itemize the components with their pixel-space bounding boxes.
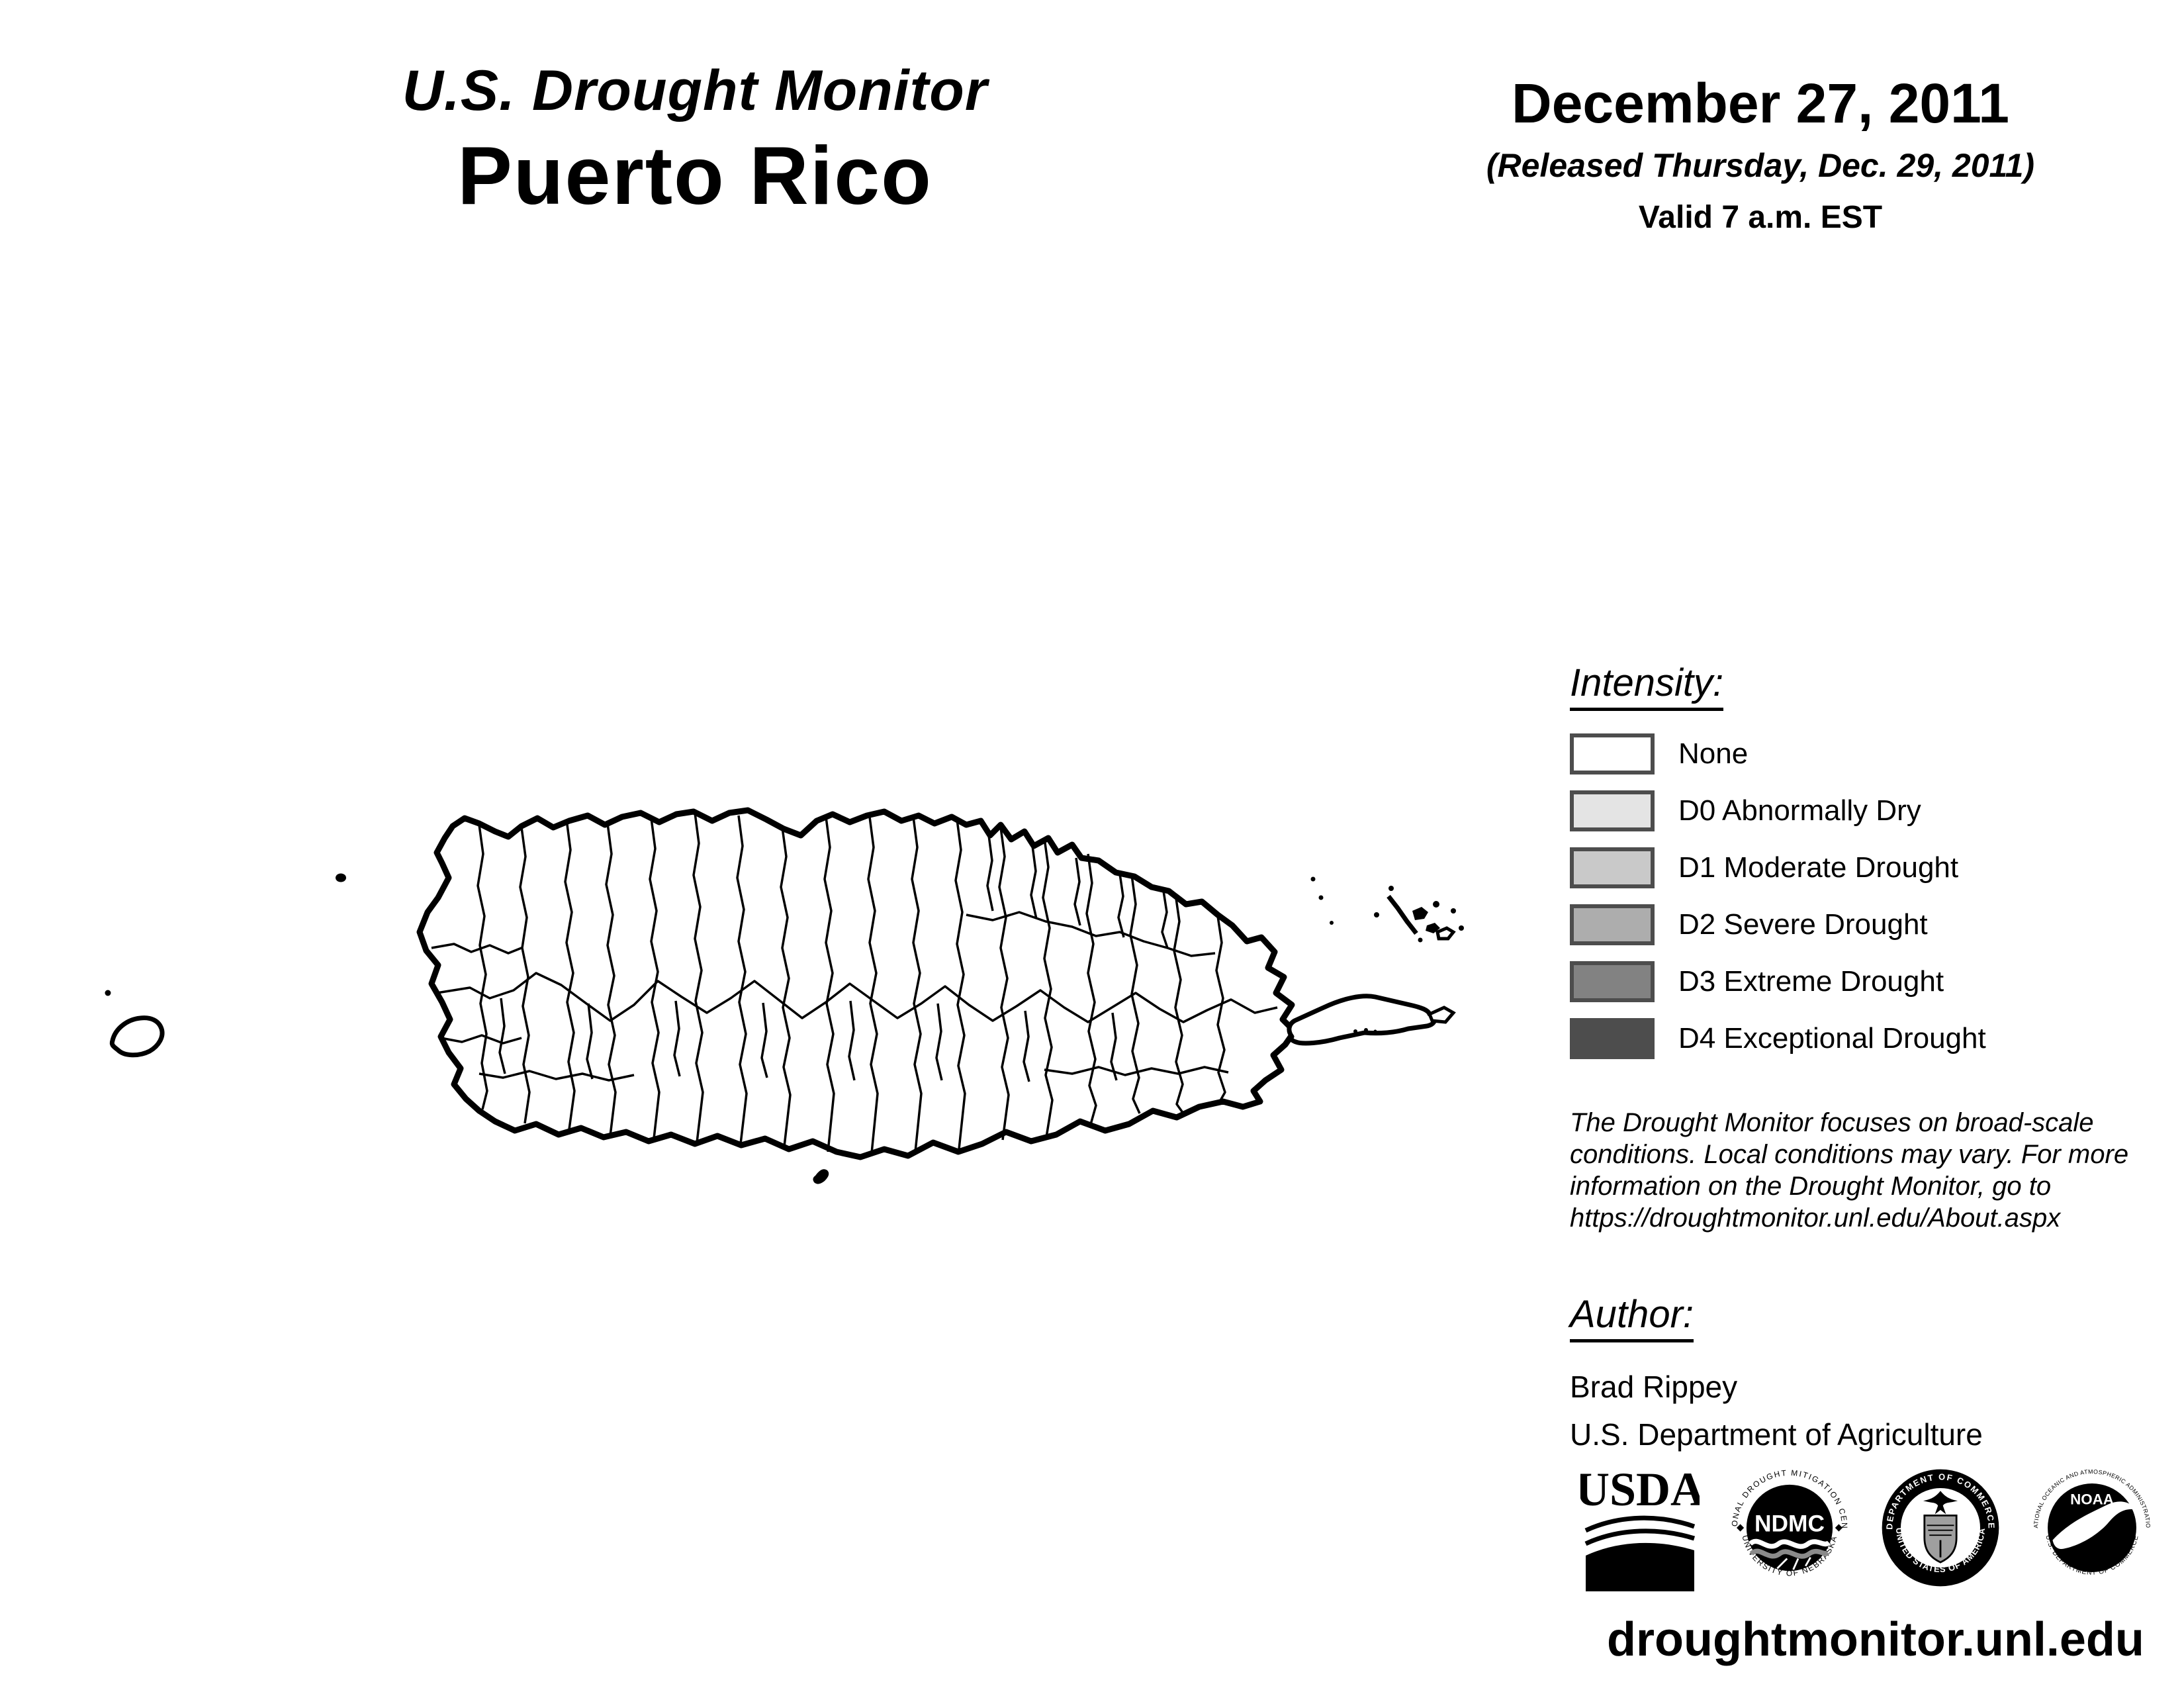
- author-block: Author: Brad Rippey U.S. Department of A…: [1570, 1292, 1983, 1452]
- swatch-d2: [1570, 904, 1655, 945]
- title-block: U.S. Drought Monitor Puerto Rico: [265, 58, 1125, 223]
- swatch-d3: [1570, 961, 1655, 1002]
- legend-row-d1: D1 Moderate Drought: [1570, 847, 1986, 888]
- map-date: December 27, 2011: [1512, 72, 2009, 134]
- author-org: U.S. Department of Agriculture: [1570, 1417, 1983, 1452]
- svg-text:NDMC: NDMC: [1754, 1511, 1825, 1537]
- vieques-island: [1287, 994, 1456, 1046]
- swatch-d4: [1570, 1018, 1655, 1059]
- seagull-icon: [2052, 1501, 2136, 1549]
- ne-islet-3: [1330, 921, 1334, 925]
- eagle-icon: [1923, 1491, 1958, 1515]
- release-date: (Released Thursday, Dec. 29, 2011): [1486, 147, 2035, 184]
- usda-logo: USDA: [1580, 1463, 1700, 1591]
- svg-text:USDA: USDA: [1580, 1463, 1700, 1516]
- site-url: droughtmonitor.unl.edu: [1607, 1613, 2144, 1666]
- region-title: Puerto Rico: [457, 130, 933, 222]
- ne-islet-1: [1310, 876, 1316, 882]
- agency-logos: USDA NATIONAL DROUGHT MITIGATION CENTER …: [1580, 1462, 2154, 1594]
- mainland-island: [416, 807, 1298, 1160]
- noaa-logo: NATIONAL OCEANIC AND ATMOSPHERIC ADMINIS…: [2030, 1462, 2151, 1577]
- ndmc-logo: NATIONAL DROUGHT MITIGATION CENTER UNIVE…: [1728, 1462, 1848, 1578]
- desecheo-island: [336, 873, 346, 882]
- svg-text:NOAA: NOAA: [2070, 1491, 2114, 1508]
- date-block: December 27, 2011 (Released Thursday, De…: [1410, 71, 2111, 236]
- disclaimer-note: The Drought Monitor focuses on broad-sca…: [1570, 1108, 2129, 1233]
- legend-row-d0: D0 Abnormally Dry: [1570, 790, 1986, 831]
- legend-row-d2: D2 Severe Drought: [1570, 904, 1986, 945]
- ne-islet-2: [1318, 895, 1324, 900]
- intensity-legend: Intensity: None D0 Abnormally Dry D1 Mod…: [1570, 661, 1986, 1075]
- swatch-none: [1570, 733, 1655, 774]
- monito-islet: [105, 990, 111, 996]
- about-url: https://droughtmonitor.unl.edu/About.asp…: [1570, 1203, 2061, 1233]
- author-name: Brad Rippey: [1570, 1370, 1738, 1404]
- commerce-seal: DEPARTMENT OF COMMERCE UNITED STATES OF …: [1882, 1469, 1999, 1587]
- culebra-island: [1374, 886, 1464, 943]
- legend-row-d4: D4 Exceptional Drought: [1570, 1018, 1986, 1059]
- legend-heading: Intensity:: [1570, 661, 1724, 711]
- map-svg: [105, 807, 1464, 1184]
- legend-row-d3: D3 Extreme Drought: [1570, 961, 1986, 1002]
- legend-row-none: None: [1570, 733, 1986, 774]
- puerto-rico-map: [66, 774, 1489, 1225]
- valid-time: Valid 7 a.m. EST: [1638, 200, 1883, 235]
- shield-icon: [1923, 1515, 1958, 1564]
- author-heading: Author:: [1570, 1292, 1694, 1342]
- caja-de-muertos-island: [813, 1169, 829, 1184]
- mona-island: [109, 1015, 165, 1058]
- report-title: U.S. Drought Monitor: [402, 59, 988, 122]
- swatch-d0: [1570, 790, 1655, 831]
- swatch-d1: [1570, 847, 1655, 888]
- municipality-boundaries: [431, 812, 1278, 1154]
